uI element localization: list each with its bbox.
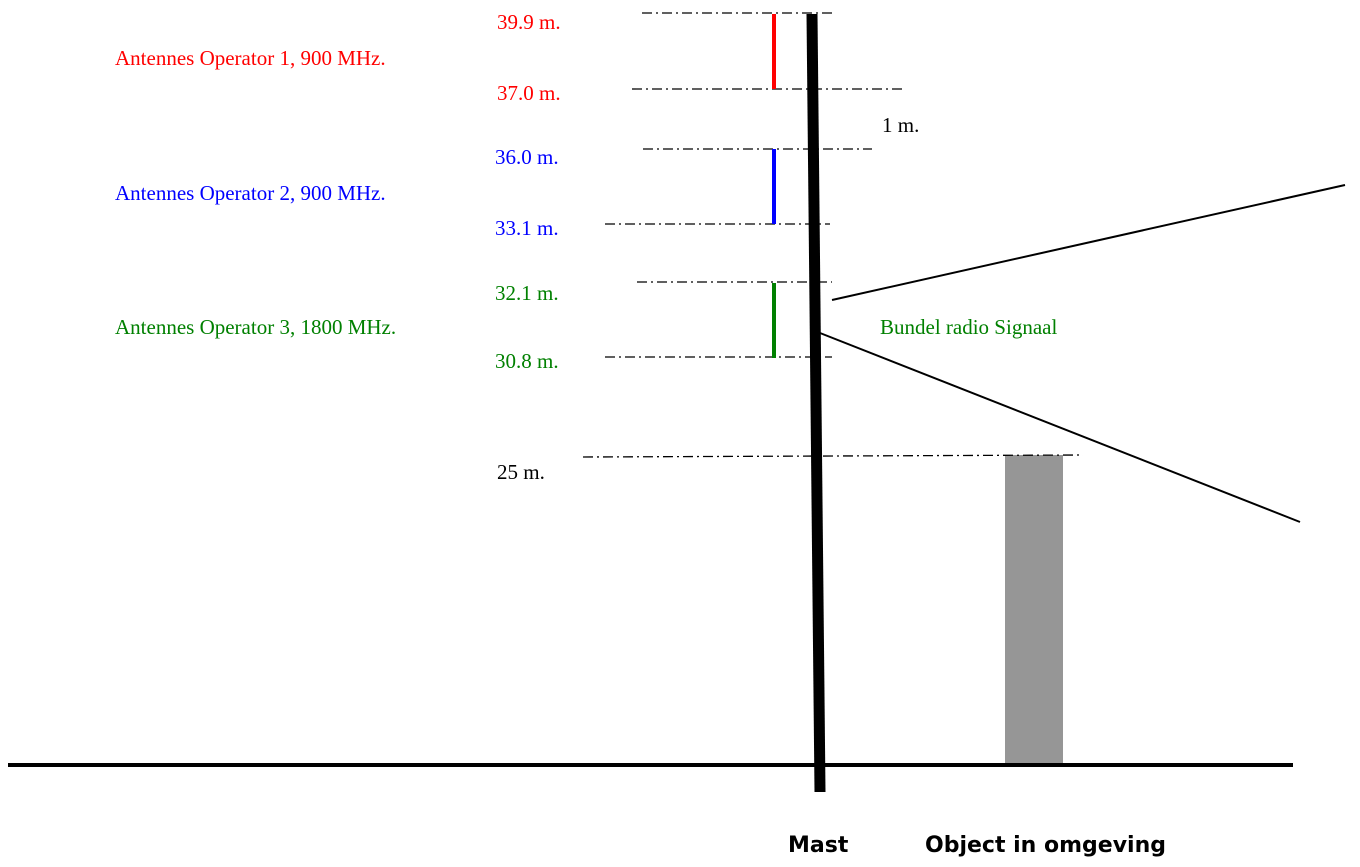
object-in-surroundings xyxy=(1005,455,1063,763)
mast xyxy=(806,13,826,793)
mast-caption: Mast xyxy=(788,833,849,858)
object-height-label: 25 m. xyxy=(497,460,545,484)
operator-3-bottom-height: 30.8 m. xyxy=(495,349,559,373)
operator-2-bottom-height: 33.1 m. xyxy=(495,216,559,240)
operator-1-top-height: 39.9 m. xyxy=(497,10,561,34)
spacing-label: 1 m. xyxy=(882,113,919,137)
beam-label: Bundel radio Signaal xyxy=(880,315,1057,339)
operator-1-bottom-height: 37.0 m. xyxy=(497,81,561,105)
operator-2-label: Antennes Operator 2, 900 MHz. xyxy=(115,181,386,205)
level-line-25 xyxy=(582,454,1084,458)
operator-1-label: Antennes Operator 1, 900 MHz. xyxy=(115,46,386,70)
operator-3-label: Antennes Operator 3, 1800 MHz. xyxy=(115,315,396,339)
object-caption: Object in omgeving xyxy=(925,833,1166,858)
operator-3-top-height: 32.1 m. xyxy=(495,281,559,305)
beam-lower-line xyxy=(819,332,1301,523)
beam-upper-line xyxy=(831,184,1346,301)
operator-2-top-height: 36.0 m. xyxy=(495,145,559,169)
